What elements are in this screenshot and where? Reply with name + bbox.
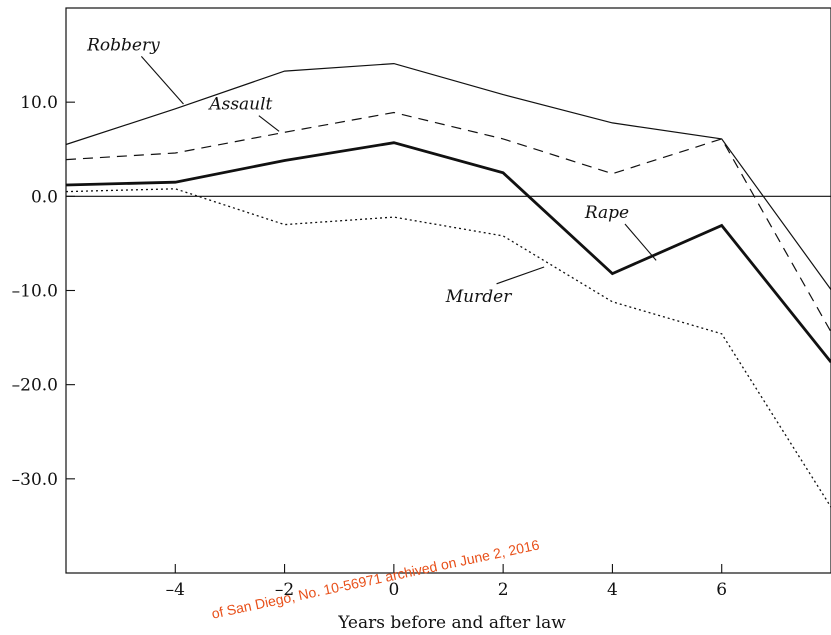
series-label-murder: Murder [445, 287, 512, 307]
series-label-assault: Assault [207, 95, 272, 115]
label-leader-line [496, 266, 545, 285]
x-tick-label: 2 [498, 580, 509, 600]
x-tick-label: –4 [166, 580, 185, 600]
y-tick-label: –30.0 [12, 470, 58, 490]
y-tick-label: 0.0 [31, 187, 58, 207]
x-tick-label: 4 [607, 580, 618, 600]
label-leader-line [140, 56, 184, 105]
x-axis-title: Years before and after law [337, 613, 566, 633]
series-line-murder [65, 188, 831, 508]
y-tick-label: –10.0 [12, 282, 58, 302]
y-tick-label: –20.0 [12, 376, 58, 396]
series-label-robbery: Robbery [86, 35, 160, 55]
series-line-robbery [65, 62, 831, 290]
x-tick-label: 6 [716, 580, 727, 600]
y-tick-label: 10.0 [20, 93, 58, 113]
label-leader-line [258, 115, 280, 132]
series-line-assault [65, 111, 831, 333]
series-label-rape: Rape [584, 203, 629, 223]
series-line-rape [65, 141, 831, 363]
label-leader-line [624, 223, 657, 261]
x-tick-label: 0 [388, 580, 399, 600]
x-tick-label: –2 [275, 580, 294, 600]
